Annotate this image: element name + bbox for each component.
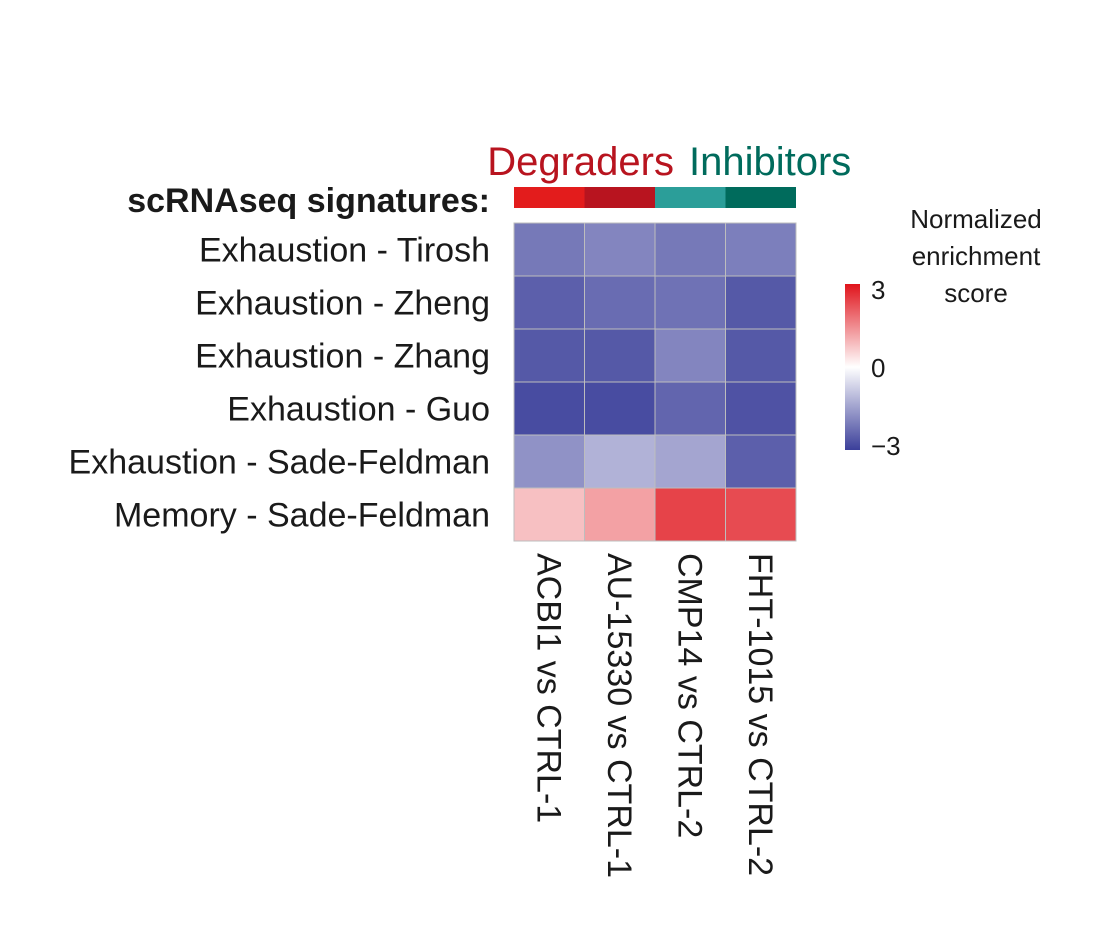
heatmap-cell (725, 434, 797, 489)
heatmap-cell (584, 487, 656, 542)
heatmap-cell (584, 275, 656, 330)
annotation-cell (584, 187, 655, 208)
heatmap-cell (654, 222, 726, 277)
heatmap-cell (725, 222, 797, 277)
heatmap-cell (654, 328, 726, 383)
heatmap-cell (584, 328, 656, 383)
colorbar-title: Normalized (910, 204, 1042, 234)
heatmap-cell (654, 434, 726, 489)
heatmap-cell (584, 222, 656, 277)
row-label: Exhaustion - Zheng (195, 285, 490, 323)
group-label-inhibitors: Inhibitors (689, 140, 851, 184)
colorbar-tick-label: 3 (871, 275, 885, 305)
heatmap-cell (513, 222, 585, 277)
heatmap-cell (725, 275, 797, 330)
column-labels: ACBI1 vs CTRL-1 AU-15330 vs CTRL-1 CMP14 v… (529, 553, 779, 878)
annotation-cell (725, 187, 796, 208)
row-label: Memory - Sade-Feldman (114, 497, 490, 535)
heatmap-cell (584, 434, 656, 489)
colorbar-title: enrichment (912, 241, 1041, 271)
column-label: ACBI1 vs CTRL-1 (529, 553, 567, 823)
heatmap-cell (513, 275, 585, 330)
heatmap-cell (654, 275, 726, 330)
group-labels: Degraders Inhibitors (487, 140, 851, 184)
heatmap-cell (584, 381, 656, 436)
colorbar-gradient (845, 284, 860, 450)
row-label: Exhaustion - Sade-Feldman (69, 444, 490, 482)
heatmap-cell (725, 328, 797, 383)
column-label: CMP14 vs CTRL-2 (670, 553, 708, 838)
group-label-degraders: Degraders (487, 140, 674, 184)
annotation-cell (514, 187, 585, 208)
column-annotation-bar (514, 187, 796, 208)
annotation-cell (655, 187, 726, 208)
heatmap-cell (654, 381, 726, 436)
heatmap-cell (513, 487, 585, 542)
colorbar-tick-label: 0 (871, 353, 885, 383)
row-labels: Exhaustion - Tirosh Exhaustion - Zheng Exh… (69, 232, 490, 535)
heatmap-cell (513, 381, 585, 436)
colorbar: 3 0 −3 Normalized enrichment score (845, 204, 1042, 461)
heatmap-cell (513, 434, 585, 489)
colorbar-title: score (944, 278, 1008, 308)
heatmap-cell (654, 487, 726, 542)
colorbar-tick-label: −3 (871, 431, 901, 461)
column-label: AU-15330 vs CTRL-1 (600, 553, 638, 878)
heatmap-cell (725, 487, 797, 542)
column-label: FHT-1015 vs CTRL-2 (741, 553, 779, 876)
row-label: Exhaustion - Guo (227, 391, 490, 429)
heatmap-cell (725, 381, 797, 436)
heatmap-cells (513, 222, 797, 542)
row-label: Exhaustion - Tirosh (199, 232, 490, 270)
row-label: Exhaustion - Zhang (195, 338, 490, 376)
row-header: scRNAseq signatures: (127, 182, 490, 220)
heatmap-cell (513, 328, 585, 383)
